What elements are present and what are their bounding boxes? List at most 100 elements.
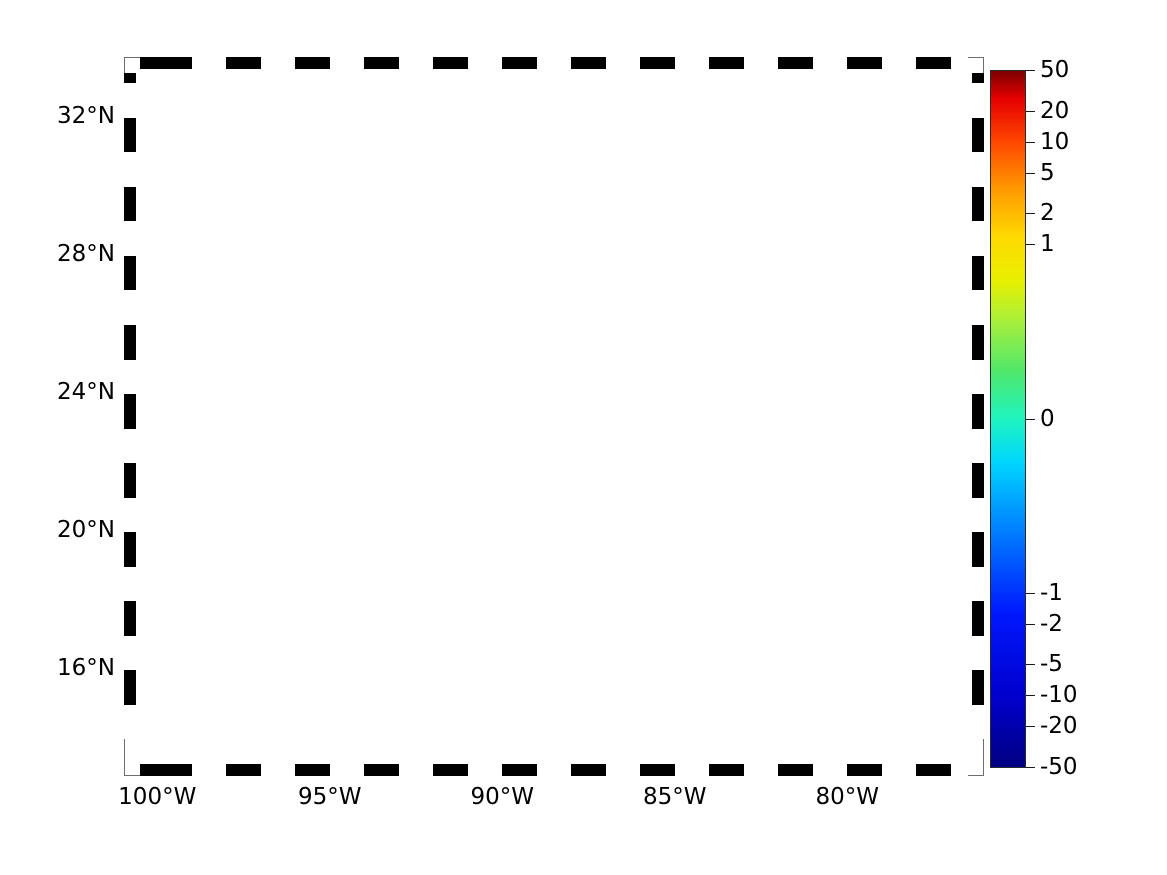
frame-segment [124, 497, 136, 533]
frame-segment [571, 57, 606, 69]
frame-segment [124, 463, 136, 498]
x-tick-label: 95°W [297, 784, 362, 810]
frame-segment [124, 670, 136, 705]
frame-segment [916, 57, 951, 69]
frame-segment [502, 57, 537, 69]
frame-segment [124, 566, 136, 602]
colorbar-tick-mark [1026, 418, 1035, 420]
frame-segment [972, 290, 984, 325]
frame-segment [972, 601, 984, 636]
y-tick-label: 20°N [57, 517, 115, 544]
colorbar-tick-mark [1026, 213, 1035, 215]
colorbar-tick-mark [1026, 70, 1035, 71]
colorbar-tick-mark [1026, 592, 1035, 594]
colorbar-gradient [990, 70, 1026, 768]
frame-segment [467, 57, 503, 69]
frame-segment [124, 290, 136, 325]
frame-segment [260, 764, 296, 776]
frame-segment [364, 57, 399, 69]
frame-segment [972, 635, 984, 671]
frame-segment [295, 764, 330, 776]
frame-segment [157, 764, 192, 776]
colorbar-tick-label: 10 [1040, 128, 1070, 155]
frame-segment [972, 325, 984, 360]
y-tick-label: 28°N [57, 240, 115, 267]
frame-segment [191, 764, 227, 776]
frame-segment [124, 255, 136, 291]
frame-segment [124, 325, 136, 360]
colorbar [990, 70, 1035, 768]
frame-segment [847, 764, 882, 776]
colorbar-tick-mark [1026, 726, 1035, 728]
colorbar-tick-mark [1026, 244, 1035, 246]
frame-segment [191, 57, 227, 69]
frame-backing [124, 57, 984, 776]
colorbar-tick-mark [1026, 623, 1035, 625]
frame-segment [674, 764, 710, 776]
frame-segment [571, 764, 606, 776]
colorbar-tick-label: 20 [1040, 97, 1070, 124]
colorbar-tick-mark [1026, 695, 1035, 697]
frame-segment [398, 57, 434, 69]
frame-segment [124, 221, 136, 256]
frame-segment [972, 73, 984, 84]
frame-segment [433, 764, 468, 776]
y-tick-label: 24°N [57, 379, 115, 406]
frame-segment [972, 152, 984, 187]
colorbar-tick-label: 2 [1040, 200, 1055, 227]
frame-segment [433, 57, 468, 69]
frame-segment [950, 57, 968, 69]
frame-segment [972, 83, 984, 118]
colorbar-tick-mark [1026, 767, 1035, 768]
frame-segment [364, 764, 399, 776]
colorbar-border [990, 70, 1026, 768]
colorbar-tick-label: -1 [1040, 579, 1063, 606]
colorbar-tick-mark [1026, 141, 1035, 143]
frame-segment [972, 566, 984, 602]
frame-segment [972, 532, 984, 567]
colorbar-tick-label: 5 [1040, 159, 1055, 186]
frame-segment [972, 255, 984, 291]
frame-segment [972, 704, 984, 740]
frame-segment [972, 221, 984, 256]
frame-segment [124, 152, 136, 187]
frame-segment [972, 670, 984, 705]
x-tick-label: 85°W [642, 784, 707, 810]
colorbar-tick-mark [1026, 110, 1035, 112]
colorbar-tick-label: -5 [1040, 651, 1063, 678]
x-tick-label: 100°W [118, 784, 197, 810]
frame-segment [881, 57, 917, 69]
frame-segment [124, 117, 136, 153]
frame-segment [950, 764, 968, 776]
frame-segment [124, 359, 136, 395]
frame-segment [124, 428, 136, 464]
frame-segment [674, 57, 710, 69]
frame-segment [743, 764, 779, 776]
frame-segment [295, 57, 330, 69]
colorbar-tick-label: 0 [1040, 405, 1055, 432]
frame-segment [226, 57, 261, 69]
frame-segment [972, 117, 984, 153]
colorbar-tick-mark [1026, 664, 1035, 666]
colorbar-tick-label: -20 [1040, 713, 1078, 740]
frame-segment [536, 764, 572, 776]
frame-segment [605, 57, 641, 69]
frame-segment [260, 57, 296, 69]
frame-segment [398, 764, 434, 776]
frame-segment [640, 57, 675, 69]
frame-segment [124, 73, 136, 84]
frame-segment [124, 186, 136, 222]
frame-segment [812, 57, 848, 69]
frame-segment [140, 764, 158, 776]
frame-segment [124, 635, 136, 671]
colorbar-tick-label: 1 [1040, 231, 1055, 258]
colorbar-tick-label: -2 [1040, 610, 1063, 637]
x-tick-label: 90°W [470, 784, 534, 810]
frame-segment [709, 764, 744, 776]
frame-segment [972, 394, 984, 429]
frame-segment [605, 764, 641, 776]
frame-segment [124, 601, 136, 636]
frame-segment [124, 532, 136, 567]
frame-segment [329, 764, 365, 776]
